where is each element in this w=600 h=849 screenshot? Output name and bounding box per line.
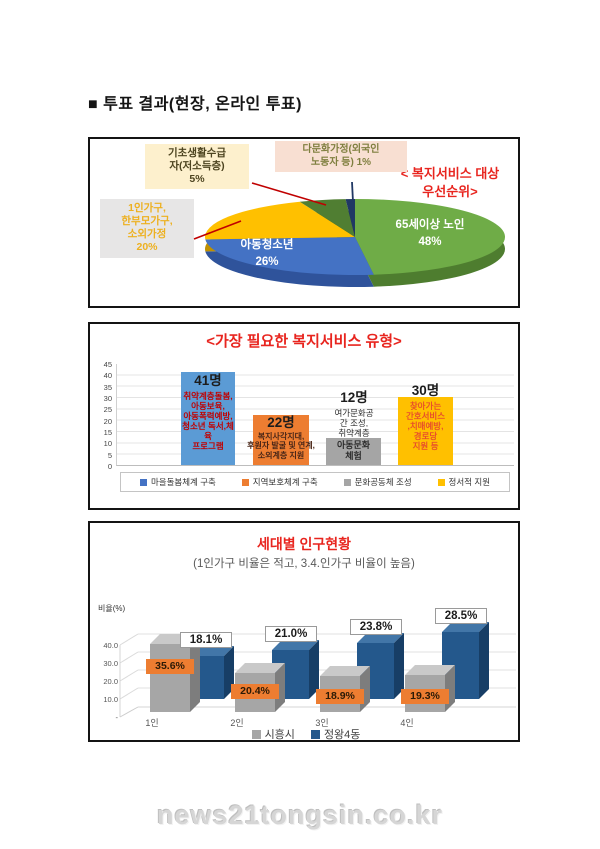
bar-value: 41명 [194, 373, 222, 388]
pie-label-elderly: 65세이상 노인 48% [395, 219, 465, 249]
y-tick: 45 [103, 360, 112, 369]
x-tick: 3인 [315, 718, 329, 728]
legend-item: 정왕4동 [310, 726, 361, 742]
y-tick: 35 [103, 383, 112, 392]
bar-annotation: 복지사각지대, 후원자 발굴 및 연계, 소외계층 지원 [247, 431, 315, 460]
pie-slice-elderly [355, 199, 505, 275]
legend-marker-orange-icon [241, 478, 249, 486]
bar-value: 12명 [340, 390, 368, 406]
pie-slice-single-household [205, 201, 355, 240]
callout-multicultural: 다문화가정(외국인 노동자 등) 1% [275, 141, 407, 172]
legend-label: 문화공동체 조성 [354, 477, 412, 487]
needed-service-bar-panel: <가장 필요한 복지서비스 유형> 45 40 35 30 25 20 15 1… [88, 322, 520, 510]
bar-value: 30명 [411, 383, 440, 398]
y-tick: 15 [103, 428, 112, 437]
legend-item: 마을돌봄체계 구축 [139, 476, 216, 488]
y-tick: 10 [103, 439, 112, 448]
service-chart-title: <가장 필요한 복지서비스 유형> [206, 333, 402, 350]
legend-label: 지역보호체계 구축 [252, 477, 318, 487]
legend-label: 정서적 지원 [448, 477, 491, 487]
legend-marker-blue-icon [139, 478, 147, 486]
y-tick: - [115, 713, 119, 722]
pie-label-youth: 아동청소년 26% [240, 239, 294, 269]
legend-item: 시흥시 [251, 726, 295, 742]
bar-annotation-inside: 아동문화 체험 [336, 440, 371, 461]
bar-annotation-above: 여가문화공 간 조성, 취약계층 [334, 407, 374, 438]
page-title: ■ 투표 결과(현장, 온라인 투표) [88, 96, 302, 113]
y-tick: 5 [107, 451, 112, 460]
y-axis-label: 비율(%) [98, 604, 126, 613]
legend-item: 정서적 지원 [437, 476, 491, 488]
y-tick: 30 [103, 394, 112, 403]
value-label-dong: 21.0% [265, 626, 317, 642]
y-tick: 20.0 [103, 677, 118, 686]
x-tick: 4인 [400, 718, 414, 728]
value-label-city: 35.6% [146, 659, 194, 674]
value-label-dong: 28.5% [435, 608, 487, 624]
legend-label: 정왕4동 [323, 729, 361, 741]
legend-label: 시흥시 [264, 729, 295, 741]
bar-city-1 [150, 644, 190, 712]
value-label-dong: 18.1% [180, 632, 232, 648]
legend-item: 지역보호체계 구축 [241, 476, 318, 488]
x-tick: 1인 [145, 718, 159, 728]
pie-slice-multicultural [345, 199, 355, 237]
y-tick: 40 [103, 371, 112, 380]
callout-single-household: 1인가구, 한부모가구, 소외가정 20% [100, 199, 194, 258]
bar-annotation: 취약계층돌봄, 아동보육, 아동폭력예방, 청소년 독서,체육 프로그램 [182, 390, 234, 451]
population-legend: 시흥시 정왕4동 [90, 726, 522, 742]
legend-label: 마을돌봄체계 구축 [150, 477, 216, 487]
watermark: news21tongsin.co.kr [156, 800, 444, 830]
value-label-city: 18.9% [316, 689, 364, 704]
value-label-dong: 23.8% [350, 619, 402, 635]
bar-culture-community: 12명 여가문화공 간 조성, 취약계층 아동문화 체험 [326, 390, 381, 465]
legend-marker-yellow-icon [437, 478, 445, 486]
legend-marker-blue-icon [310, 729, 320, 739]
y-tick: 20 [103, 417, 112, 426]
welfare-target-pie-panel: < 복지서비스 대상 우선순위> 기초생활수급 자(저소득층) 5% 다문화가정… [88, 137, 520, 308]
population-bar-panel: 세대별 인구현황 (1인가구 비율은 적고, 3.4.인가구 비율이 높음) 비… [88, 521, 520, 742]
legend-marker-gray-icon [343, 478, 351, 486]
bar-emotional-support: 30명 찾아가는 간호서비스 ,치매예방, 경로당 지원 등 [398, 383, 453, 465]
pie-chart [200, 189, 510, 289]
service-plot-area: 41명 취약계층돌봄, 아동보육, 아동폭력예방, 청소년 독서,체육 프로그램… [116, 364, 514, 466]
pie-slice-youth [205, 237, 374, 275]
value-label-city: 19.3% [401, 689, 449, 704]
legend-item: 문화공동체 조성 [343, 476, 412, 488]
bar-annotation: 찾아가는 간호서비스 ,치매예방, 경로당 지원 등 [405, 401, 446, 452]
y-tick: 25 [103, 405, 112, 414]
callout-basic-livelihood: 기초생활수급 자(저소득층) 5% [145, 144, 249, 190]
legend-marker-gray-icon [251, 729, 261, 739]
value-label-city: 20.4% [231, 684, 279, 699]
pie-chart-title: < 복지서비스 대상 우선순위> [400, 166, 500, 199]
pie-slice-basic-livelihood [299, 199, 355, 237]
population-chart-title: 세대별 인구현황 [256, 536, 352, 552]
bar-value: 22명 [267, 415, 295, 430]
x-tick: 2인 [230, 718, 244, 728]
service-legend: 마을돌봄체계 구축 지역보호체계 구축 문화공동체 조성 정서적 지원 [120, 472, 510, 492]
population-chart-subtitle: (1인가구 비율은 적고, 3.4.인가구 비율이 높음) [193, 558, 415, 570]
pie-chart-svg [205, 199, 505, 287]
bar-local-protection: 22명 복지사각지대, 후원자 발굴 및 연계, 소외계층 지원 [247, 415, 315, 465]
y-tick: 0 [107, 462, 112, 471]
y-tick: 40.0 [103, 641, 118, 650]
y-tick: 30.0 [103, 659, 118, 668]
y-tick: 10.0 [103, 695, 118, 704]
bar-village-care: 41명 취약계층돌봄, 아동보육, 아동폭력예방, 청소년 독서,체육 프로그램 [181, 372, 235, 465]
